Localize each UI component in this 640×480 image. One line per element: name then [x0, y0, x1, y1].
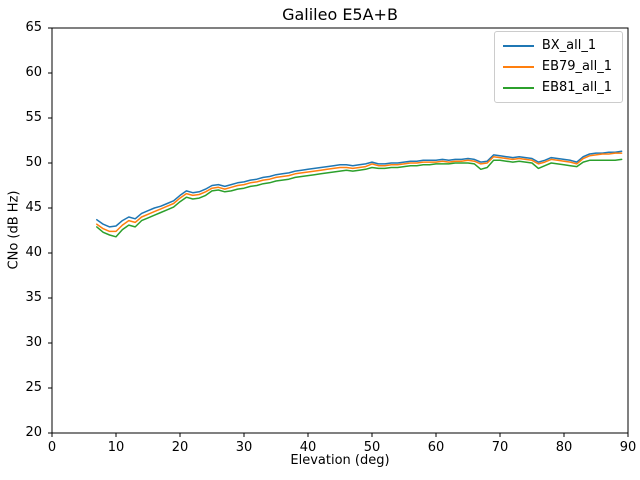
- x-tick-label: 30: [235, 440, 253, 455]
- series-line-BX_all_1: [96, 150, 623, 228]
- legend: BX_all_1 EB79_all_1 EB81_all_1: [493, 31, 623, 103]
- x-tick-label: 60: [427, 440, 445, 455]
- y-tick-label: 50: [25, 155, 42, 170]
- x-tick-label: 10: [107, 440, 125, 455]
- x-tick-label: 90: [619, 440, 637, 455]
- y-tick-label: 65: [25, 20, 42, 35]
- y-tick-label: 60: [25, 65, 42, 80]
- legend-line-swatch-icon: [502, 66, 534, 68]
- y-axis-label: CNo (dB Hz): [6, 190, 22, 270]
- legend-label: BX_all_1: [541, 38, 597, 53]
- x-tick-label: 20: [171, 440, 189, 455]
- legend-label: EB79_all_1: [541, 59, 612, 74]
- axes-spines: [51, 27, 629, 434]
- series-line-EB81_all_1: [96, 158, 623, 238]
- x-tick-label: 0: [47, 440, 57, 455]
- series-line-EB79_all_1: [96, 152, 623, 233]
- legend-line-swatch-icon: [502, 45, 534, 47]
- y-tick-label: 45: [25, 200, 42, 215]
- y-tick-label: 40: [25, 245, 42, 260]
- y-tick-label: 35: [25, 290, 42, 305]
- x-axis-label: Elevation (deg): [290, 453, 390, 468]
- legend-item-EB81_all_1: EB81_all_1: [502, 80, 612, 96]
- legend-line-swatch-icon: [502, 87, 534, 89]
- legend-label: EB81_all_1: [541, 80, 612, 95]
- x-tick-label: 40: [299, 440, 317, 455]
- x-tick-label: 50: [363, 440, 381, 455]
- x-tick-label: 70: [491, 440, 509, 455]
- chart-title: Galileo E5A+B: [282, 5, 398, 24]
- legend-item-EB79_all_1: EB79_all_1: [502, 59, 612, 75]
- y-tick-label: 55: [25, 110, 42, 125]
- y-tick-label: 30: [25, 335, 42, 350]
- y-tick-label: 25: [25, 380, 42, 395]
- x-tick-label: 80: [555, 440, 573, 455]
- legend-item-BX_all_1: BX_all_1: [502, 38, 612, 54]
- y-tick-label: 20: [25, 425, 42, 440]
